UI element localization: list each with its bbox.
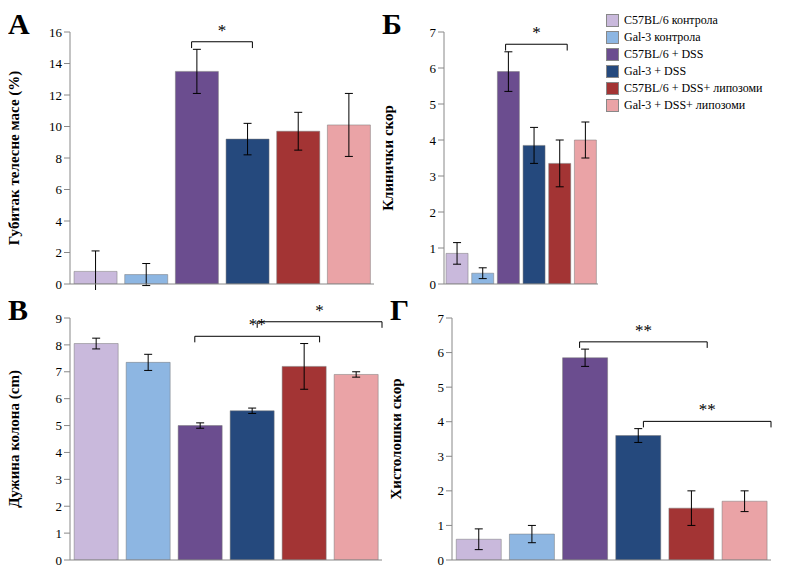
html-text:Gal-3 + DSS: Gal-3 + DSS: [624, 64, 687, 78]
svg-text:3: 3: [438, 449, 445, 464]
svg-text:4: 4: [56, 445, 63, 460]
svg-text:4: 4: [56, 214, 63, 229]
svg-text:*: *: [218, 21, 227, 40]
svg-text:5: 5: [56, 418, 63, 433]
svg-text:7: 7: [56, 364, 63, 379]
svg-text:**: **: [249, 315, 266, 334]
svg-text:7: 7: [430, 25, 437, 40]
svg-text:4: 4: [430, 133, 437, 148]
svg-text:Клинички скор: Клинички скор: [382, 105, 396, 211]
svg-text:6: 6: [56, 391, 63, 406]
svg-text:**: **: [635, 321, 652, 340]
svg-text:**: **: [699, 400, 716, 419]
html-text:C57BL/6 контрола: C57BL/6 контрола: [624, 13, 718, 27]
svg-text:10: 10: [49, 119, 62, 134]
svg-text:Хистолошки скор: Хистолошки скор: [390, 378, 404, 499]
svg-text:2: 2: [438, 483, 445, 498]
svg-text:1: 1: [56, 526, 63, 541]
svg-text:8: 8: [56, 151, 63, 166]
svg-text:6: 6: [56, 182, 63, 197]
html-text:Б: Б: [382, 7, 402, 40]
svg-text:0: 0: [56, 553, 63, 566]
svg-text:2: 2: [56, 499, 63, 514]
svg-text:6: 6: [430, 61, 437, 76]
html-text:А: А: [8, 7, 30, 40]
svg-text:*: *: [532, 23, 541, 42]
svg-text:5: 5: [438, 380, 445, 395]
svg-text:6: 6: [438, 345, 445, 360]
svg-text:4: 4: [438, 414, 445, 429]
html-text:Gal-3 + DSS+ липозоми: Gal-3 + DSS+ липозоми: [624, 98, 746, 112]
svg-text:0: 0: [438, 553, 445, 566]
svg-text:3: 3: [430, 169, 437, 184]
html-text:C57BL/6 + DSS+ липозоми: C57BL/6 + DSS+ липозоми: [624, 81, 763, 95]
html-text:Г: Г: [390, 293, 410, 326]
svg-text:Губитак телесне масе (%): Губитак телесне масе (%): [8, 71, 23, 246]
svg-text:7: 7: [438, 311, 445, 326]
svg-text:1: 1: [438, 518, 445, 533]
svg-text:0: 0: [56, 277, 63, 290]
html-text:C57BL/6 + DSS: C57BL/6 + DSS: [624, 47, 704, 61]
svg-text:9: 9: [56, 311, 63, 326]
svg-text:0: 0: [430, 277, 437, 290]
html-text:В: В: [8, 293, 28, 326]
svg-text:8: 8: [56, 338, 63, 353]
svg-text:Дужина колона (cm): Дужина колона (cm): [8, 370, 23, 508]
html-text:Gal-3 контрола: Gal-3 контрола: [624, 30, 701, 44]
svg-text:14: 14: [49, 56, 63, 71]
svg-text:5: 5: [430, 97, 437, 112]
svg-text:1: 1: [430, 241, 437, 256]
svg-text:2: 2: [56, 245, 63, 260]
svg-text:12: 12: [49, 88, 62, 103]
svg-text:*: *: [315, 301, 324, 320]
svg-text:3: 3: [56, 472, 63, 487]
svg-text:16: 16: [49, 25, 63, 40]
svg-text:2: 2: [430, 205, 437, 220]
